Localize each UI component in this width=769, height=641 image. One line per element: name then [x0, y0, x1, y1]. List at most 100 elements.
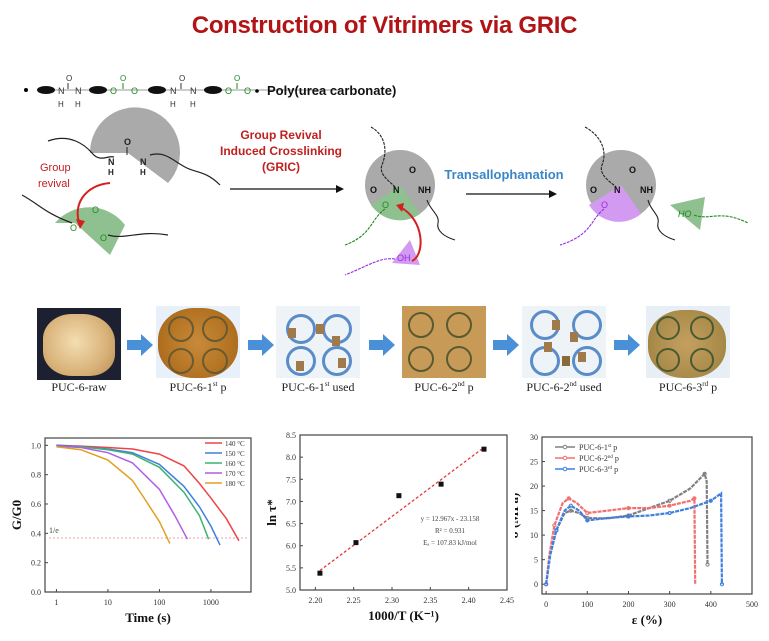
label-sup: nd	[569, 380, 577, 388]
atom-n: N	[108, 157, 115, 167]
y-tick-label: 6.0	[286, 542, 296, 551]
y-tick-label: 0.2	[31, 559, 41, 568]
curved-red-arrow	[399, 206, 422, 262]
y-tick-label: 5.0	[286, 586, 296, 595]
x-tick-label: 100	[581, 600, 593, 609]
process-arrow-icon	[248, 334, 274, 356]
label-suffix: used	[329, 380, 355, 394]
series-marker	[667, 498, 672, 503]
intermediate-structure: N NH O O O OH	[344, 126, 456, 276]
atom-nh: NH	[640, 185, 653, 195]
series-line-180C	[56, 446, 171, 544]
series-line-160C	[56, 445, 210, 540]
legend-label: 160 °C	[225, 460, 245, 468]
series-marker	[705, 562, 710, 567]
label-suffix: p	[464, 380, 474, 394]
atom-o: O	[70, 223, 77, 233]
purple-sector	[392, 240, 420, 265]
chart-stress-relaxation: 1 10 100 1000 0.0 0.2 0.4 0.6 0.8 1.0 Time (s) G/G0…	[9, 437, 252, 625]
legend-label-text: PUC-6-1	[579, 443, 608, 452]
legend-label-suffix: p	[611, 443, 617, 452]
series-line-170C	[56, 445, 189, 540]
atom-h: H	[170, 100, 176, 109]
group-revival-label: Group	[40, 162, 71, 174]
x-tick-label: 100	[153, 598, 165, 607]
atom-h: H	[140, 168, 146, 177]
series-line-PUC62nd	[545, 496, 697, 585]
y-tick-label: 0.8	[31, 471, 41, 480]
atom-n: N	[190, 86, 197, 96]
fit-line	[319, 446, 485, 571]
spacer-ellipse	[204, 86, 222, 94]
legend-marker	[562, 444, 568, 450]
atom-h: H	[190, 100, 196, 109]
arrowhead	[76, 219, 85, 229]
series-marker	[554, 528, 559, 533]
atom-n: N	[140, 157, 147, 167]
x-tick-label: 200	[622, 600, 634, 609]
purple-sector	[589, 185, 641, 222]
recycling-photo-row: PUC-6-raw PUC-6-1st p PUC-6-1st used PUC…	[0, 300, 769, 400]
legend-label: 140 °C	[225, 440, 245, 448]
plot-frame	[541, 436, 753, 595]
figure-title: Construction of Vitrimers via GRIC	[191, 12, 578, 39]
atom-n: N	[75, 86, 82, 96]
atom-o: O	[234, 74, 240, 83]
photo-label: PUC-6-3rd p	[646, 380, 730, 395]
atom-o: O	[382, 200, 389, 210]
atom-o: O	[120, 74, 126, 83]
data-point	[317, 570, 323, 576]
y-tick-label: 15	[530, 507, 538, 516]
x-axis-label: ε (%)	[632, 612, 662, 627]
atom-h: H	[58, 100, 64, 109]
series-line-PUC63rd	[545, 491, 723, 585]
chain-end-dot	[24, 88, 28, 92]
series-marker	[568, 508, 573, 513]
atom-o: O	[124, 137, 131, 147]
arrowhead	[396, 203, 404, 212]
atom-h: H	[108, 168, 114, 177]
data-point	[481, 446, 487, 452]
legend-label-text: PUC-6-3	[579, 465, 608, 474]
photo-puc-6-3rd-p	[646, 306, 730, 378]
chain-end-dot	[255, 89, 259, 93]
y-tick-label: 10	[530, 531, 538, 540]
atom-o: O	[131, 86, 138, 96]
photo-label: PUC-6-2nd used	[516, 380, 612, 395]
fit-annotation: R² = 0.931	[435, 527, 465, 535]
atom-n: N	[58, 86, 65, 96]
fit-annotation: y = 12.967x - 23.158	[421, 515, 480, 523]
series-marker	[667, 510, 672, 516]
atom-o: O	[629, 165, 636, 175]
atom-h: H	[75, 100, 81, 109]
polymer-label: Poly(urea carbonate)	[267, 83, 396, 98]
data-point	[396, 493, 402, 499]
atom-o: O	[179, 74, 185, 83]
photo-puc-6-1st-used	[276, 306, 360, 378]
x-tick-label: 300	[664, 600, 676, 609]
y-tick-label: 5	[534, 556, 538, 565]
atom-o: O	[370, 185, 377, 195]
atom-o: O	[409, 165, 416, 175]
y-tick-label: 0.4	[31, 529, 41, 538]
series-line-PUC61st	[545, 471, 709, 585]
series-marker	[702, 471, 707, 476]
carbonate-green-sector	[55, 207, 125, 255]
photo-puc-6-1st-p	[156, 306, 240, 378]
series-marker	[585, 510, 590, 516]
y-tick-label: 20	[530, 482, 538, 491]
atom-n: N	[614, 185, 621, 195]
legend-label-suffix: p	[612, 465, 618, 474]
reference-line-label: 1/e	[49, 526, 59, 535]
atom-ho: HO	[678, 209, 692, 219]
process-arrow-icon	[369, 334, 395, 356]
reactant-urea-group: N H N H O	[47, 107, 221, 186]
x-axis-label: 1000/T (K⁻¹)	[368, 608, 439, 623]
y-tick-label: 25	[530, 458, 538, 467]
spacer-ellipse	[148, 86, 166, 94]
arrowhead	[336, 185, 344, 193]
atom-o: O	[225, 86, 232, 96]
legend-label: 180 °C	[225, 480, 245, 488]
photo-label: PUC-6-raw	[37, 380, 121, 395]
x-tick-label: 1	[54, 598, 58, 607]
